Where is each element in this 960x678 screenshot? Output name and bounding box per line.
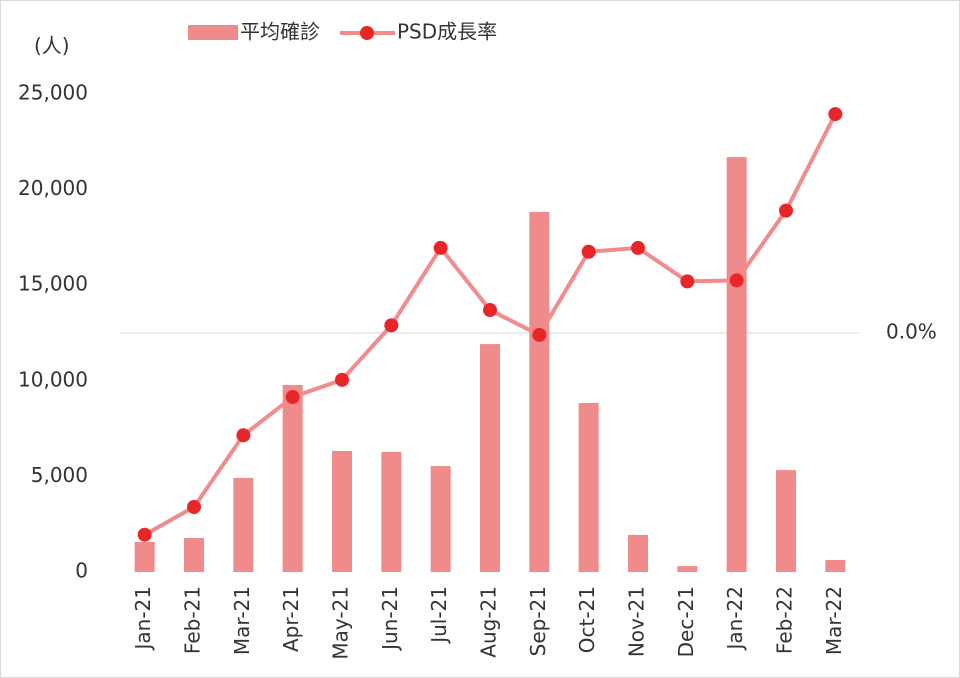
point — [137, 527, 152, 542]
x-tick-label: Dec-21 — [674, 586, 698, 657]
bar — [480, 344, 500, 572]
x-tick-label: Nov-21 — [625, 586, 649, 657]
y-tick-label: 15,000 — [18, 272, 88, 296]
legend-marker — [360, 26, 374, 40]
point — [187, 499, 201, 514]
legend-swatch — [188, 25, 238, 40]
point — [581, 244, 596, 259]
point — [285, 390, 300, 405]
x-tick-label: Feb-21 — [181, 586, 205, 654]
bar — [677, 566, 698, 572]
y-tick-label: 10,000 — [18, 367, 88, 391]
x-tick-label: Jul-21 — [427, 586, 451, 645]
bar — [776, 470, 796, 572]
point — [729, 273, 744, 288]
x-tick-label: Jan-22 — [723, 586, 747, 652]
point — [828, 107, 843, 122]
point — [483, 303, 497, 318]
y-tick-label: 25,000 — [18, 81, 88, 105]
bar — [578, 402, 599, 572]
point — [779, 203, 793, 218]
x-tick-label: Jan-21 — [131, 586, 155, 652]
y-tick-label: 5,000 — [31, 463, 88, 487]
x-tick-label: Oct-21 — [575, 586, 599, 653]
point — [384, 318, 399, 333]
bar — [184, 537, 204, 572]
x-tick-label: Apr-21 — [279, 586, 303, 652]
bar — [233, 477, 254, 572]
x-tick-label: Feb-22 — [773, 586, 797, 654]
point — [532, 327, 547, 342]
bar — [726, 157, 747, 572]
bar — [628, 534, 648, 572]
x-tick-label: Aug-21 — [477, 586, 501, 658]
point — [236, 428, 251, 443]
x-tick-label: Mar-22 — [822, 586, 846, 655]
bar — [430, 466, 451, 572]
point — [335, 372, 349, 387]
legend-label: PSD成長率 — [397, 20, 497, 44]
x-tick-label: Mar-21 — [230, 586, 254, 655]
y2-tick-label: 0.0% — [886, 320, 937, 344]
x-tick-label: Jun-21 — [378, 586, 402, 652]
point — [680, 274, 695, 289]
bar — [282, 385, 303, 572]
x-tick-label: Sep-21 — [526, 586, 550, 656]
legend-label: 平均確診 — [240, 20, 320, 44]
bar — [825, 559, 846, 572]
x-tick-label: May-21 — [329, 586, 353, 660]
y-tick-label: 20,000 — [18, 176, 88, 200]
bar — [332, 450, 352, 572]
bar — [529, 211, 550, 572]
point — [631, 240, 645, 255]
bar — [381, 451, 402, 572]
point — [433, 240, 448, 255]
bar — [134, 541, 155, 572]
y-axis-label: (人) — [34, 34, 70, 58]
y-tick-label: 0 — [75, 559, 88, 583]
